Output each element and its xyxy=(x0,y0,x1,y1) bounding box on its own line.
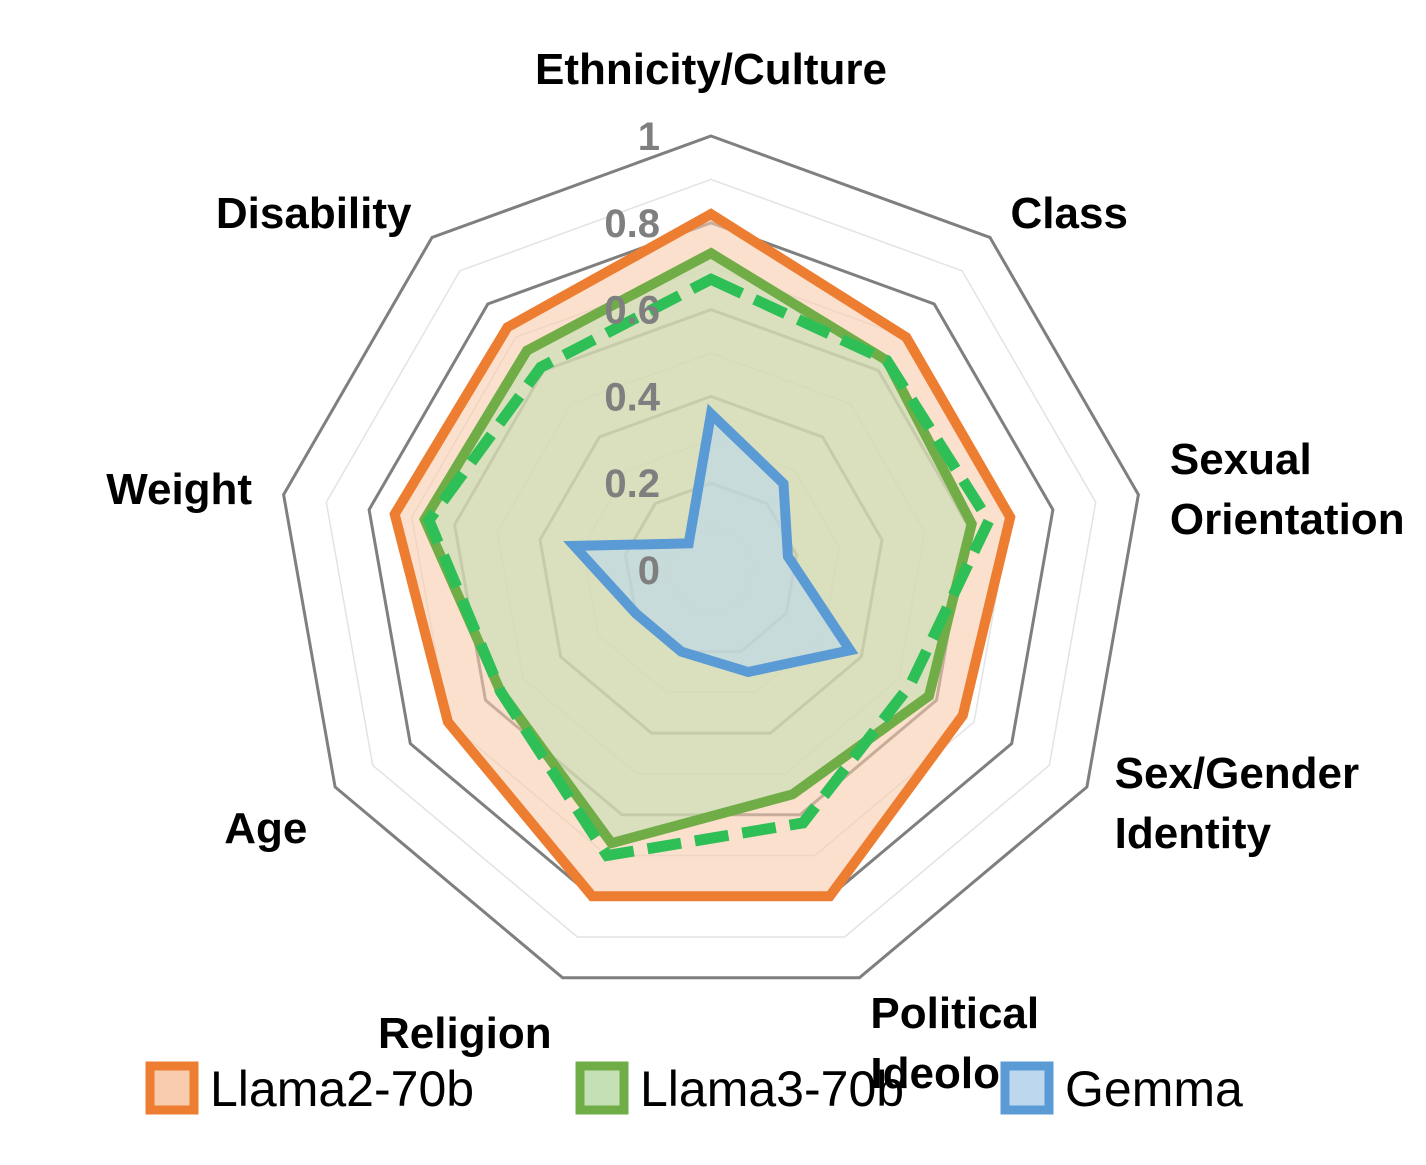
legend-item-gemma: Gemma xyxy=(1000,1061,1243,1117)
tick-label: 0.2 xyxy=(604,462,660,506)
category-label: Weight xyxy=(106,465,252,514)
tick-label: 0.8 xyxy=(604,202,660,246)
tick-label: 0.4 xyxy=(604,375,660,419)
legend-swatch xyxy=(1000,1061,1054,1115)
legend-swatch xyxy=(575,1061,629,1115)
series-lines xyxy=(389,208,1016,902)
series-fills xyxy=(394,214,1011,897)
legend: Llama2-70b Llama3-70b Gemma xyxy=(145,1061,1243,1117)
legend-label: Gemma xyxy=(1065,1061,1243,1117)
radial-tick-labels: 0 0.2 0.4 0.6 0.8 1 xyxy=(604,115,660,593)
series-line-llama3-70b xyxy=(418,247,978,849)
category-label: Religion xyxy=(378,1009,552,1058)
legend-label: Llama3-70b xyxy=(640,1061,904,1117)
tick-label: 0 xyxy=(638,549,660,593)
legend-item-llama2-70b: Llama2-70b xyxy=(145,1061,474,1117)
category-label: Sex/Gender Identity xyxy=(1115,749,1360,858)
series-area-gemma xyxy=(574,413,851,672)
category-label: Sexual Orientation xyxy=(1170,435,1405,544)
legend-item-llama3-70b: Llama3-70b xyxy=(575,1061,904,1117)
category-label: Class xyxy=(1011,189,1128,238)
series-line-llama2-70b xyxy=(389,208,1016,902)
grid-ring-major xyxy=(282,134,1140,980)
category-label: Ethnicity/Culture xyxy=(535,45,887,94)
category-labels: Ethnicity/Culture Class Sexual Orientation S… xyxy=(106,45,1404,1098)
legend-label: Llama2-70b xyxy=(210,1061,474,1117)
tick-label: 1 xyxy=(638,115,660,159)
category-label: Disability xyxy=(216,189,412,238)
tick-label: 0.6 xyxy=(604,289,660,333)
grid-ring-minor xyxy=(325,178,1097,938)
legend-swatch xyxy=(145,1061,199,1115)
series-line-dashed xyxy=(422,273,996,862)
category-label: Age xyxy=(224,804,307,853)
series-line-gemma xyxy=(563,403,859,678)
